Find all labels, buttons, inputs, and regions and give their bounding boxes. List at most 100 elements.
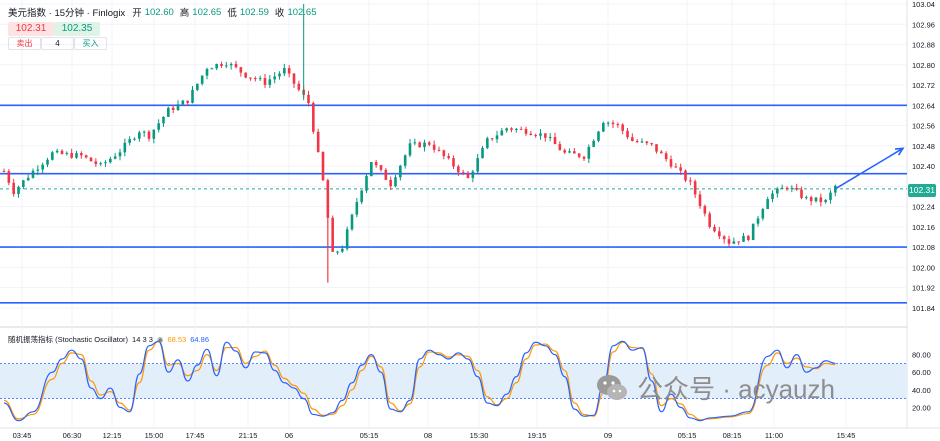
trend-arrow[interactable]: [834, 147, 905, 190]
candle-body: [505, 128, 508, 131]
candle-body: [592, 140, 595, 147]
candle-body: [534, 135, 537, 137]
candle-body: [476, 158, 479, 172]
candle-body: [408, 143, 412, 156]
candle-body: [321, 151, 325, 181]
candle-body: [703, 206, 707, 214]
candle-body: [539, 133, 542, 136]
time-tick-label: 03:45: [13, 431, 32, 440]
oscillator-header: 随机振荡指标 (Stochastic Oscillator) 14 3 3 ◉ …: [8, 334, 209, 345]
arrow-shaft[interactable]: [834, 147, 904, 190]
buy-price-button[interactable]: 102.35: [54, 22, 100, 36]
oscillator-params: 14 3 3: [132, 335, 153, 344]
candle-body: [737, 241, 740, 243]
candle-body: [457, 166, 460, 173]
lot-size-input[interactable]: 4: [41, 37, 74, 50]
candle-body: [495, 135, 499, 140]
candle-body: [669, 159, 673, 167]
oscillator-tick-label: 40.00: [912, 386, 931, 395]
candle-body: [689, 180, 692, 182]
arrow-head[interactable]: [894, 147, 905, 156]
oscillator-tick-label: 60.00: [912, 368, 931, 377]
candle-body: [645, 141, 649, 144]
buy-button[interactable]: 买入: [74, 37, 107, 50]
candle-body: [771, 193, 774, 200]
price-tick-label: 102.48: [912, 142, 935, 151]
candle-body: [800, 189, 803, 198]
eye-icon[interactable]: ◉: [156, 335, 164, 344]
candles: [2, 4, 837, 283]
candle-body: [428, 142, 431, 145]
candle-body: [118, 152, 122, 157]
sell-price-button[interactable]: 102.31: [8, 22, 54, 36]
oscillator-name[interactable]: 随机振荡指标 (Stochastic Oscillator): [8, 335, 129, 344]
sell-button[interactable]: 卖出: [8, 37, 41, 50]
candle-body: [423, 142, 426, 148]
candle-body: [225, 65, 228, 67]
candle-body: [307, 94, 310, 104]
candle-body: [355, 202, 359, 215]
d-value: 64.86: [190, 335, 209, 344]
candle-body: [220, 63, 223, 66]
candle-body: [461, 172, 465, 174]
candle-body: [722, 236, 726, 240]
time-tick-label: 15:30: [470, 431, 489, 440]
time-tick-label: 08: [424, 431, 432, 440]
candle-body: [766, 199, 769, 209]
price-tick-label: 102.00: [912, 263, 935, 272]
candle-body: [553, 136, 557, 145]
price-tick-label: 102.56: [912, 122, 935, 131]
candle-body: [447, 156, 450, 159]
time-tick-label: 19:15: [528, 431, 547, 440]
time-tick-label: 05:15: [678, 431, 697, 440]
candle-body: [345, 229, 349, 249]
candle-body: [370, 162, 373, 177]
candle-body: [394, 177, 397, 187]
candle-body: [698, 194, 702, 207]
price-tick-label: 102.64: [912, 101, 935, 110]
candle-body: [471, 171, 475, 179]
stoch-k-line: [3, 340, 836, 422]
candle-body: [490, 138, 494, 140]
candle-body: [650, 143, 653, 145]
candle-body: [312, 103, 315, 132]
candle-body: [529, 133, 533, 136]
candle-body: [452, 158, 455, 167]
high-label: 高: [179, 8, 190, 19]
price-tick-label: 102.72: [912, 81, 935, 90]
candle-body: [751, 223, 755, 241]
candle-body: [191, 89, 194, 103]
candle-body: [756, 218, 760, 224]
candle-body: [384, 169, 388, 180]
candle-body: [258, 78, 262, 80]
candle-body: [99, 163, 102, 165]
candle-body: [640, 141, 644, 143]
candle-body: [573, 151, 576, 154]
candle-body: [577, 153, 581, 157]
candle-body: [814, 197, 818, 202]
candle-body: [200, 75, 204, 84]
open-label: 开: [132, 8, 142, 19]
candle-body: [60, 150, 64, 154]
candle-body: [432, 144, 436, 150]
candle-body: [2, 171, 6, 173]
candle-body: [283, 68, 286, 74]
candle-body: [587, 146, 591, 159]
candle-body: [249, 77, 252, 79]
time-tick-label: 06: [285, 431, 293, 440]
candle-body: [708, 213, 711, 227]
price-tick-label: 102.08: [912, 243, 935, 252]
candle-body: [713, 226, 716, 232]
candle-body: [244, 72, 247, 78]
candle-body: [297, 83, 301, 90]
time-tick-label: 21:15: [239, 431, 258, 440]
candle-body: [403, 155, 407, 166]
candle-body: [123, 142, 127, 153]
candle-body: [776, 188, 779, 194]
candle-body: [341, 248, 344, 252]
price-tick-label: 102.80: [912, 61, 935, 70]
candle-body: [510, 128, 513, 130]
symbol-title[interactable]: 美元指数 · 15分钟 · Finlogix: [8, 8, 126, 19]
candle-body: [167, 107, 170, 117]
candle-body: [548, 136, 552, 138]
